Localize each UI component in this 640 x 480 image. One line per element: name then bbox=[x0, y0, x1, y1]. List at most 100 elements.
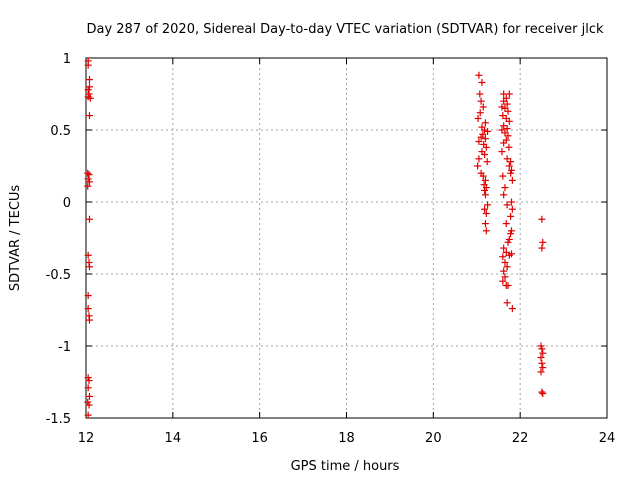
data-point bbox=[538, 359, 546, 367]
data-point bbox=[481, 191, 489, 199]
y-tick-label: 0.5 bbox=[50, 124, 71, 139]
data-point bbox=[86, 94, 94, 102]
data-point bbox=[504, 107, 512, 115]
data-point bbox=[85, 401, 93, 409]
data-point bbox=[477, 133, 485, 141]
data-point bbox=[474, 114, 482, 122]
data-point bbox=[481, 135, 489, 143]
data-point bbox=[507, 198, 515, 206]
x-axis-label: GPS time / hours bbox=[291, 459, 400, 474]
data-point bbox=[84, 251, 92, 259]
data-point bbox=[479, 172, 487, 180]
data-point bbox=[501, 273, 509, 281]
x-tick-label: 14 bbox=[165, 431, 182, 446]
data-point bbox=[475, 155, 483, 163]
data-point bbox=[482, 210, 490, 218]
y-tick-label: 0 bbox=[63, 196, 71, 211]
data-point bbox=[479, 103, 487, 111]
data-point bbox=[85, 263, 93, 271]
data-point bbox=[539, 364, 547, 372]
data-point bbox=[502, 220, 510, 228]
y-tick-label: -1 bbox=[58, 340, 71, 355]
data-point bbox=[477, 97, 485, 105]
data-point bbox=[476, 109, 484, 117]
data-point bbox=[538, 215, 546, 223]
data-point bbox=[85, 178, 93, 186]
data-point bbox=[85, 76, 93, 84]
data-point bbox=[505, 143, 513, 151]
data-point bbox=[84, 292, 92, 300]
x-tick-label: 20 bbox=[425, 431, 442, 446]
data-point bbox=[481, 186, 489, 194]
data-point bbox=[84, 86, 92, 94]
data-point bbox=[500, 191, 508, 199]
data-point bbox=[500, 267, 508, 275]
data-point bbox=[507, 158, 515, 166]
data-point bbox=[84, 182, 92, 190]
data-point bbox=[539, 238, 547, 246]
data-point bbox=[538, 244, 546, 252]
data-point bbox=[84, 305, 92, 313]
data-point bbox=[84, 384, 92, 392]
data-point bbox=[505, 251, 513, 259]
data-point bbox=[500, 139, 508, 147]
y-axis-label: SDTVAR / TECUs bbox=[8, 185, 23, 292]
x-tick-label: 18 bbox=[338, 431, 355, 446]
data-point bbox=[537, 368, 545, 376]
data-point bbox=[505, 117, 513, 125]
data-point bbox=[500, 244, 508, 252]
data-point bbox=[499, 172, 507, 180]
x-tick-label: 22 bbox=[512, 431, 529, 446]
y-tick-label: 1 bbox=[63, 52, 71, 67]
data-point bbox=[501, 258, 509, 266]
data-point bbox=[483, 158, 491, 166]
data-point bbox=[538, 388, 546, 396]
data-point bbox=[503, 201, 511, 209]
data-point bbox=[484, 127, 492, 135]
data-point bbox=[505, 162, 513, 170]
data-point bbox=[85, 392, 93, 400]
data-point bbox=[507, 169, 515, 177]
data-point bbox=[481, 205, 489, 213]
data-point bbox=[478, 78, 486, 86]
data-point bbox=[484, 201, 492, 209]
data-point bbox=[504, 282, 512, 290]
data-point bbox=[84, 411, 92, 419]
data-point bbox=[85, 316, 93, 324]
data-point bbox=[504, 238, 512, 246]
data-point bbox=[539, 390, 547, 398]
chart-title: Day 287 of 2020, Sidereal Day-to-day VTE… bbox=[86, 22, 604, 37]
data-point bbox=[481, 150, 489, 158]
data-point bbox=[85, 112, 93, 120]
data-point bbox=[481, 176, 489, 184]
data-point bbox=[508, 305, 516, 313]
data-point bbox=[481, 119, 489, 127]
data-point bbox=[475, 71, 483, 79]
grid-lines bbox=[86, 58, 607, 418]
data-point bbox=[498, 148, 506, 156]
axis-ticks: 12 14 16 18 20 22 24 -1.5 -1 -0.5 0 0.5 1 bbox=[46, 52, 616, 446]
data-point bbox=[537, 354, 545, 362]
data-point bbox=[539, 349, 547, 357]
data-point bbox=[503, 299, 511, 307]
data-point bbox=[476, 90, 484, 98]
data-point bbox=[503, 263, 511, 271]
data-point bbox=[85, 215, 93, 223]
data-point bbox=[85, 171, 93, 179]
data-point bbox=[474, 162, 482, 170]
data-point bbox=[498, 103, 506, 111]
data-point bbox=[507, 212, 515, 220]
data-point bbox=[475, 138, 483, 146]
data-point bbox=[481, 220, 489, 228]
data-point bbox=[503, 100, 511, 108]
data-point bbox=[503, 125, 511, 133]
data-point bbox=[505, 90, 513, 98]
data-point bbox=[84, 61, 92, 69]
data-point bbox=[482, 227, 490, 235]
data-point bbox=[499, 253, 507, 261]
y-tick-label: -1.5 bbox=[46, 412, 71, 427]
data-point bbox=[508, 205, 516, 213]
data-point bbox=[85, 377, 93, 385]
data-point bbox=[507, 230, 515, 238]
